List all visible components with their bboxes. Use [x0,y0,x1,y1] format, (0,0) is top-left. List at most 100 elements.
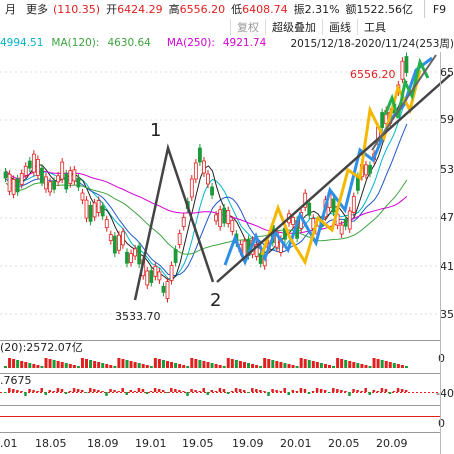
macd-bar [36,391,39,392]
macd-bar [16,390,19,392]
macd-bar [384,389,388,392]
ma120-line [5,179,408,255]
macd-bar [283,388,286,392]
volume-bar [388,362,392,368]
amplitude-value: 2.31% [304,3,340,16]
yellow-wave-line [260,69,422,266]
macd-bar [210,390,214,392]
candlestick [27,160,32,169]
macd-bar [303,389,307,392]
candlestick [23,165,28,176]
candlestick [193,162,198,180]
macd-bar [275,390,278,392]
macd-bar [174,389,177,392]
candlestick [359,164,364,178]
volume-bar [307,360,311,368]
candlestick [238,244,243,252]
volume-bar [198,360,202,368]
volume-bar [251,364,255,368]
draw-line-button[interactable]: 画线 [322,19,357,35]
macd-bar [271,389,274,392]
volume-bar [121,359,125,368]
macd-bar [137,388,141,392]
candlestick [327,192,332,208]
candlestick [226,210,231,224]
ma120-label: MA(120): [51,37,100,49]
candlestick [129,253,133,264]
candlestick [108,234,113,242]
volume-bar [323,364,327,368]
candlestick [210,186,214,196]
candlestick [76,177,81,188]
macd-bar [190,389,193,392]
macd-bar [234,388,238,392]
candlestick [404,56,409,73]
tab-month[interactable]: 月 [5,3,16,16]
restore-button[interactable]: 复权 [230,19,265,35]
volume-bar [113,366,117,368]
candlestick [278,239,283,253]
macd-bar [336,389,339,392]
volume-bar [400,365,404,368]
candlestick [315,225,320,235]
candlestick [173,249,178,263]
overlay-button[interactable]: 超级叠加 [265,19,322,35]
macd-bar [129,390,133,392]
ma250-value: 4921.74 [222,37,267,49]
volume-bar [328,365,331,368]
candlestick [222,207,227,224]
volume-bar [404,366,408,368]
macd-bar [376,391,380,392]
macd-bar [364,388,367,392]
macd-bar [279,391,282,392]
candlestick [266,243,271,251]
macd-bar [295,391,299,392]
volume-bar [364,365,368,368]
candlestick [242,240,247,260]
trend-line-upper [371,54,437,151]
candlestick [153,265,158,277]
blue-wave-line [223,56,433,266]
macd-bar [319,389,323,392]
macd-bar [247,392,250,393]
volume-bar [210,363,214,368]
macd-bar [323,390,327,392]
volume-bar [133,362,137,368]
indicator3-axis: 0 [438,417,445,430]
volume-bar [352,362,356,368]
open-label: 开 [106,3,118,16]
high-price-annotation: 6556.20 [350,68,396,81]
candlestick [117,234,121,251]
candlestick [185,201,190,209]
f9-button[interactable]: F9 [424,0,454,18]
candlestick [311,218,316,229]
macd-bar [109,389,112,392]
volume-bar [242,362,246,368]
volume-bar [20,361,24,368]
candlestick [355,175,360,191]
volume-axis-zero: 0 [438,352,445,365]
indicator-label: .7675 [0,374,32,387]
volume-bar [16,360,20,368]
volume-bar [319,363,323,368]
candlestick [396,84,401,93]
candlestick [137,245,142,265]
high-value: 6556.20 [179,3,226,16]
candlestick [400,60,405,80]
candlestick [100,205,105,217]
candlestick [206,173,210,185]
tab-more[interactable]: 更多 [26,3,48,16]
candlestick [149,270,154,283]
volume-bar [214,364,218,368]
candlestick [64,173,69,190]
x-label: .01 [0,437,18,450]
tools-button[interactable]: 工具 [357,19,392,35]
candlestick [291,217,295,225]
quote-bar: 月 更多 (110.35) 开6424.29 高6556.20 低6408.74… [0,0,454,18]
candlestick [189,178,194,198]
volume-bar [384,361,388,368]
macd-bar [404,390,408,392]
candlestick [19,173,24,185]
volume-bar [85,359,88,368]
